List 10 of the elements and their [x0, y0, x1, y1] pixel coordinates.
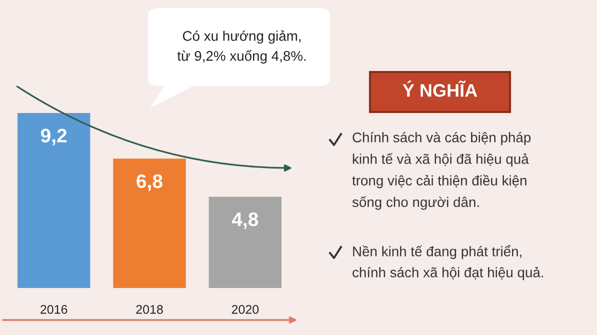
x-tick-label: 2020 — [232, 304, 259, 314]
text: Nền kinh tế đang phát triển, chính sách xã hội đạt hiệu quả. — [352, 245, 543, 280]
x-tick-label: 2016 — [40, 304, 68, 314]
data-label: 9,2 — [40, 128, 67, 146]
data-label: 6,8 — [136, 174, 162, 191]
text: Có xu hướng giảm, từ 9,2% xuống 4,8%. — [177, 30, 306, 64]
x-tick-label: 2018 — [136, 304, 163, 314]
text: Chính sách và các biện pháp kinh tế và xã hội đã hiệu quả trong việc cải thiện điều kiện sống cho người dân. — [352, 132, 531, 210]
text: Ý NGHĨA — [402, 80, 478, 97]
data-label: 4,8 — [232, 212, 258, 230]
